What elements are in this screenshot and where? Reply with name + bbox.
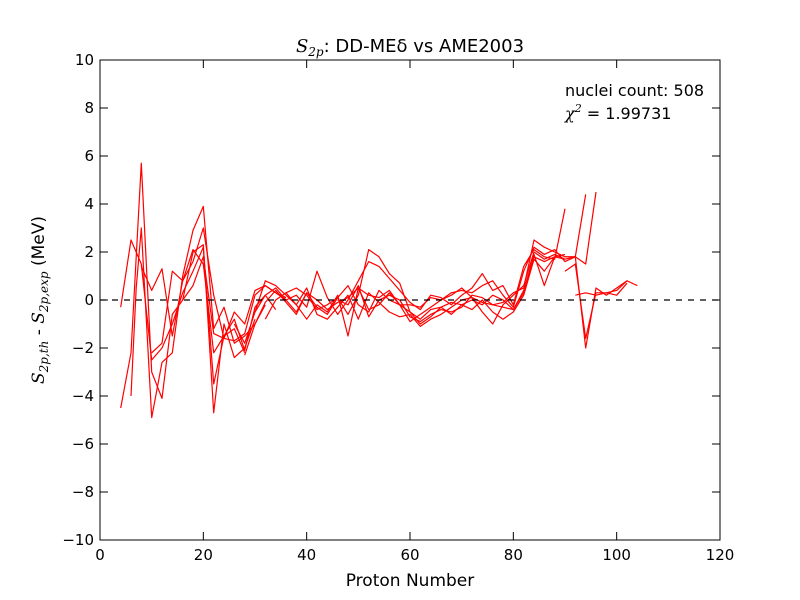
- x-tick-label: 120: [706, 546, 735, 564]
- y-tick-label: −6: [72, 435, 94, 453]
- series-line-12: [337, 253, 566, 323]
- x-tick-label: 60: [400, 546, 419, 564]
- series-line-8: [244, 191, 597, 356]
- x-tick-label: 100: [602, 546, 631, 564]
- series-layer: [100, 162, 720, 419]
- series-line-4: [140, 249, 277, 354]
- annotation-chi-value: = 1.99731: [582, 104, 672, 123]
- chart-title-symbol: S: [296, 36, 308, 57]
- y-tick-label: 8: [84, 99, 94, 117]
- y-tick-label: 4: [84, 195, 94, 213]
- chart-title-symbol-sub: 2p: [307, 45, 324, 59]
- y-axis-title-symbol-2: S: [29, 312, 49, 324]
- annotation-chi-sup: 2: [574, 102, 582, 115]
- x-tick-label: 0: [95, 546, 105, 564]
- y-tick-label: 10: [75, 51, 94, 69]
- y-tick-label: −4: [72, 387, 94, 405]
- chart-title-text: : DD-MEδ vs AME2003: [324, 36, 524, 57]
- annotation-nuclei-count: nuclei count: 508: [565, 81, 704, 100]
- y-tick-label: −8: [72, 483, 94, 501]
- x-tick-label: 20: [194, 546, 213, 564]
- y-axis-title-mid: -: [29, 324, 49, 341]
- x-axis-title: Proton Number: [346, 571, 475, 591]
- series-line-11: [285, 249, 556, 325]
- series-line-6: [182, 256, 576, 342]
- y-tick-label: 2: [84, 243, 94, 261]
- x-tick-label: 40: [297, 546, 316, 564]
- x-tick-label: 80: [504, 546, 523, 564]
- y-axis-title-sub-2: 2p,exp: [37, 271, 51, 313]
- y-axis-title-sub-1: 2p,th: [37, 341, 51, 374]
- y-axis-title-unit: (MeV): [29, 216, 49, 271]
- series-line-9: [254, 208, 566, 315]
- annotation-chi-symbol: χ: [564, 104, 576, 123]
- y-tick-label: −10: [62, 531, 94, 549]
- y-tick-label: 6: [84, 147, 94, 165]
- y-tick-label: 0: [84, 291, 94, 309]
- ticks-layer: 0 20 40 60 80 100 120 −10 −8 −6 −4 −2 0 2 4 6 8 10: [62, 51, 734, 564]
- y-axis-title-symbol-1: S: [29, 372, 49, 384]
- chart-title: S2p: DD-MEδ vs AME2003: [296, 36, 524, 59]
- y-tick-label: −2: [72, 339, 94, 357]
- y-axis-title: S2p,th - S2p,exp (MeV): [29, 216, 51, 384]
- series-line-14: [565, 256, 638, 349]
- annotation-chi-square: χ2 = 1.99731: [564, 102, 671, 123]
- series-line-13: [564, 263, 628, 339]
- series-line-2: [120, 162, 256, 414]
- series-line-15: [575, 282, 628, 296]
